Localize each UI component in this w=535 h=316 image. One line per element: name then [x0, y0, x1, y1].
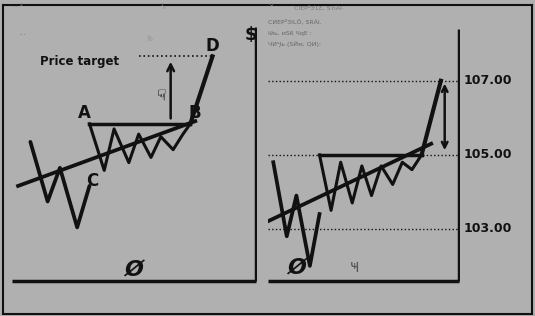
Text: Iйь, иЅ6 ЧqЕ :: Iйь, иЅ6 ЧqЕ : — [268, 30, 311, 35]
Text: ´²: ´² — [268, 4, 274, 10]
Text: B: B — [189, 104, 202, 122]
Text: СIЕР²ЗᴵLƐ, SŉǍl·: СIЕР²ЗᴵLƐ, SŉǍl· — [294, 5, 344, 10]
Text: 105.00: 105.00 — [464, 148, 513, 161]
Text: ☞: ☞ — [151, 88, 166, 102]
Text: ¹⁄₀: ¹⁄₀ — [146, 36, 152, 42]
Text: Price target: Price target — [40, 55, 119, 68]
Text: D: D — [205, 37, 219, 55]
Text: СИЕР²ЗILŐ, SRǍl.: СИЕР²ЗILŐ, SRǍl. — [268, 19, 321, 24]
Text: A: A — [78, 104, 91, 122]
Text: Ø: Ø — [124, 260, 143, 280]
Text: Ҹ: Ҹ — [349, 261, 359, 275]
Text: $: $ — [244, 26, 257, 44]
Text: ··· ²: ··· ² — [11, 4, 22, 10]
Text: 107.00: 107.00 — [464, 74, 513, 87]
Text: ¹₀: ¹₀ — [160, 4, 166, 10]
Text: ···: ··· — [18, 31, 26, 40]
Text: Ø: Ø — [287, 259, 306, 279]
Text: 103.00: 103.00 — [464, 222, 513, 235]
Text: C: C — [86, 172, 98, 190]
Text: ЧИӋь (SЙм, QИ):: ЧИӋь (SЙм, QИ): — [268, 41, 320, 47]
